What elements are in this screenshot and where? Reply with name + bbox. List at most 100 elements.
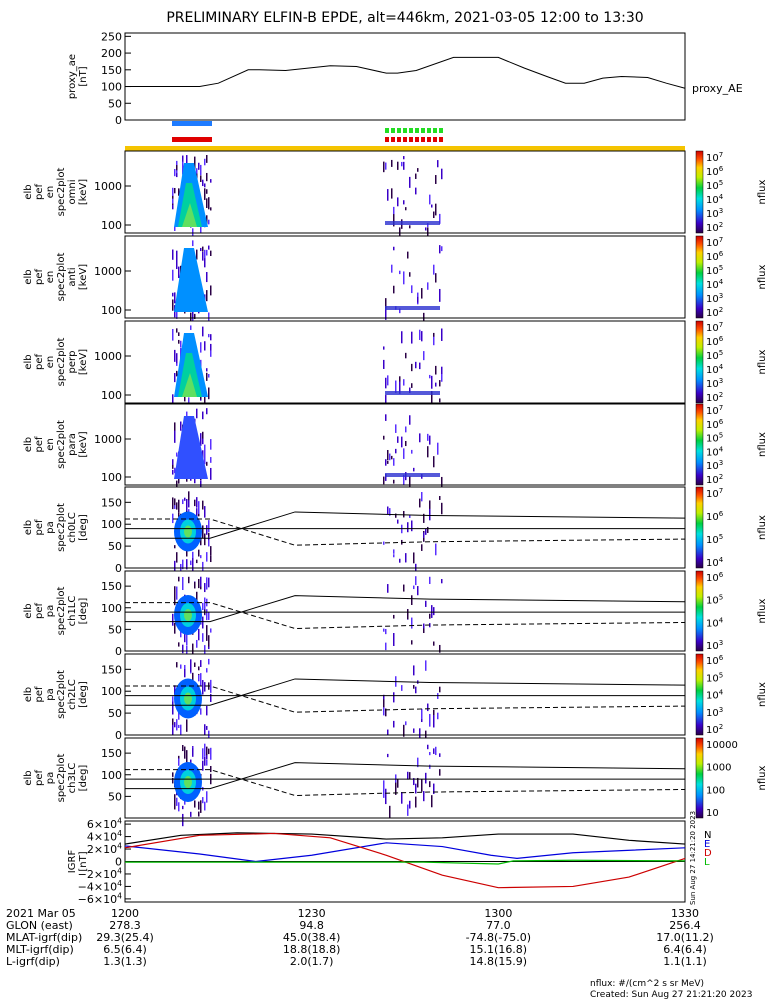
pixel <box>174 685 176 695</box>
pixel <box>204 188 206 200</box>
pixel <box>441 168 443 180</box>
bottom-value-glon: 256.4 <box>669 919 701 932</box>
pixel <box>399 558 401 563</box>
ylabel-part: para <box>67 433 78 456</box>
bottom-value-mlt: 6.4(6.4) <box>663 943 707 956</box>
ylabel-part: spec2plot <box>56 168 67 217</box>
colorbar-tick: 107 <box>706 236 723 249</box>
pixel <box>194 662 196 667</box>
marker-green-dash <box>385 128 389 133</box>
legend-L: L <box>704 857 710 868</box>
panel-frame <box>124 32 686 121</box>
pixel <box>421 288 423 299</box>
pixel <box>176 165 178 171</box>
marker-red-dash <box>403 137 407 142</box>
marker-red-dash <box>409 137 413 142</box>
pixel <box>174 722 176 728</box>
pixel <box>206 272 208 283</box>
pixel <box>210 747 212 760</box>
colorbar-tick: 106 <box>706 335 724 348</box>
ytick-label: 0 <box>115 645 122 658</box>
pixel <box>174 794 176 806</box>
pixel <box>429 576 431 584</box>
pixel <box>415 563 417 575</box>
pixel <box>403 584 405 592</box>
pixel <box>405 426 407 433</box>
pixel <box>210 207 212 211</box>
pixel <box>415 361 417 369</box>
pixel <box>178 642 180 647</box>
pixel <box>178 332 180 336</box>
pixel <box>190 659 192 672</box>
pixel <box>172 777 174 784</box>
ylabel-part: pef <box>34 354 45 371</box>
pixel <box>208 659 210 665</box>
pixel <box>435 175 437 184</box>
igrf-line-E <box>124 842 686 863</box>
pixel <box>190 811 192 817</box>
ytick-label: 2×104 <box>87 842 122 856</box>
bottom-value-l: 1.1(1.1) <box>663 955 707 968</box>
pixel <box>192 560 194 573</box>
pixel <box>174 804 176 810</box>
colorbar <box>695 150 704 234</box>
ytick-label: 50 <box>108 790 122 803</box>
pixel <box>397 197 399 207</box>
pixel <box>415 187 417 195</box>
pixel <box>176 308 178 319</box>
pixel <box>387 506 389 515</box>
pixel <box>429 781 431 788</box>
pixel <box>174 622 176 634</box>
pixel <box>204 258 206 268</box>
ylabel-part: en <box>45 186 56 199</box>
ytick-label: 150 <box>101 663 122 676</box>
pixel <box>176 719 178 731</box>
pixel <box>409 272 411 277</box>
pixel <box>383 346 385 350</box>
pixel <box>184 632 186 643</box>
pixel <box>413 728 415 733</box>
colorbar-tick: 103 <box>706 639 723 652</box>
ytick-label: 6×104 <box>87 817 122 831</box>
ylabel-part: ch2LC <box>67 679 78 710</box>
pixel <box>403 379 405 386</box>
pixel <box>204 645 206 655</box>
pixel <box>425 600 427 607</box>
pixel <box>435 382 437 387</box>
pixel <box>427 744 429 750</box>
bottom-value-mlat: 29.3(25.4) <box>96 931 154 944</box>
pixel <box>198 579 200 589</box>
pixel <box>431 605 433 618</box>
panel-bg <box>125 571 685 651</box>
ytick-label: 150 <box>101 747 122 760</box>
pixel <box>413 685 415 689</box>
pixel <box>397 161 399 170</box>
pixel <box>176 502 178 510</box>
pixel <box>399 376 401 385</box>
bottom-value-mlt: 6.5(6.4) <box>103 943 147 956</box>
spectrogram-panel-7: 150 100 50 0 elb pef pa spec2plot ch2LC [deg] 106 1… <box>23 653 768 742</box>
anti-loss-cone-line <box>125 518 686 546</box>
pixel <box>411 383 413 388</box>
pixel <box>192 551 194 560</box>
pixel <box>208 387 210 400</box>
pixel <box>409 387 411 394</box>
pixel <box>200 175 202 182</box>
pixel <box>411 640 413 645</box>
pixel <box>178 802 180 812</box>
pixel <box>429 508 431 521</box>
colorbar-label: nflux <box>757 598 768 623</box>
pixel <box>172 469 174 475</box>
bottom-value-time: 1300 <box>484 907 512 920</box>
pa-core-peak <box>184 525 192 538</box>
pixel <box>172 701 174 715</box>
ylabel-panel-8: elb pef pa spec2plot ch3LC [deg] <box>23 754 89 803</box>
pixel <box>439 398 441 403</box>
pixel <box>204 183 206 188</box>
ytick-label: 100 <box>101 518 122 531</box>
pixel <box>196 639 198 648</box>
pixel <box>421 779 423 792</box>
pixel <box>204 341 206 351</box>
